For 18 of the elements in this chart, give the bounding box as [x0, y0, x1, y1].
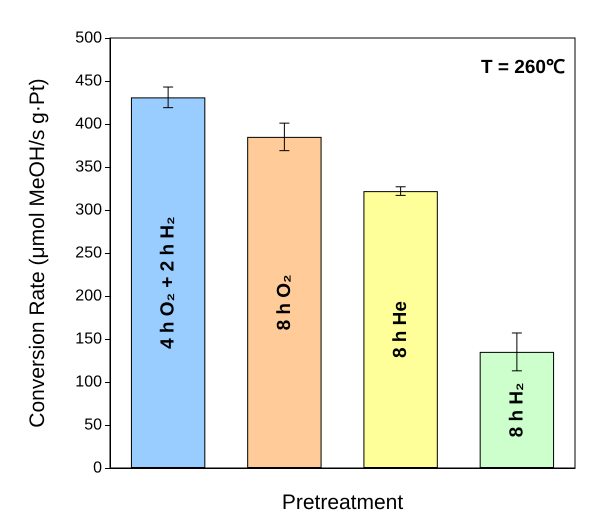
y-tick-label: 50 — [84, 416, 102, 434]
y-tick-label: 150 — [75, 330, 102, 348]
x-tick-label: 8 h O₂ — [274, 274, 295, 330]
y-tick-label: 450 — [75, 72, 102, 90]
x-axis-title: Pretreatment — [282, 491, 404, 514]
y-tick-label: 400 — [75, 116, 102, 132]
y-tick-label: 100 — [75, 374, 102, 390]
y-tick-label: 350 — [75, 158, 102, 176]
x-tick-label: 4 h O₂ + 2 h H₂ — [158, 216, 179, 349]
y-tick-label: 0 — [93, 460, 102, 476]
y-tick-label: 300 — [75, 202, 102, 218]
y-tick-label: 500 — [75, 30, 102, 46]
y-tick-label: 250 — [75, 244, 102, 262]
y-tick-label: 200 — [75, 288, 102, 304]
x-tick-label: 8 h H₂ — [506, 382, 528, 438]
y-axis-title: Conversion Rate (μmol MeOH/s g·Pt) — [26, 78, 49, 428]
annotation: T = 260℃ — [481, 57, 566, 78]
x-tick-label: 8 h He — [390, 301, 412, 358]
